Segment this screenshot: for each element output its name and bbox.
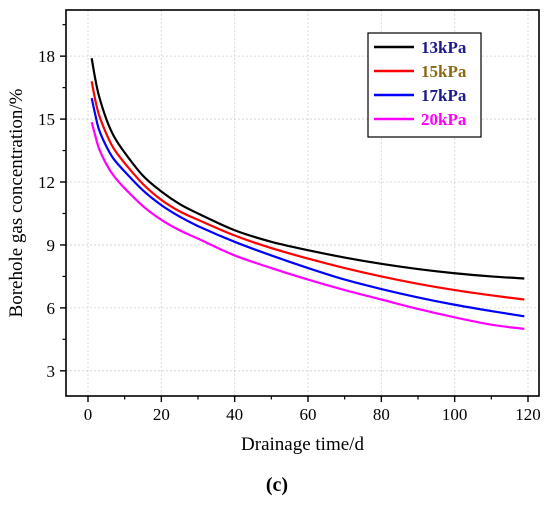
axis-ticks: 0 20 40 60 80 100 120 3 6 9 12 15 18 (38, 24, 541, 424)
y-axis-title: Borehole gas concentration/% (6, 88, 27, 317)
series-line-20kPa (90, 121, 525, 330)
x-tick-label: 20 (153, 405, 170, 424)
x-tick-label: 80 (373, 405, 390, 424)
x-tick-label: 40 (226, 405, 243, 424)
y-tick-label: 18 (38, 47, 55, 66)
series-lines (90, 58, 525, 330)
plot-area-frame (65, 9, 540, 397)
legend-label: 17kPa (421, 86, 467, 105)
series-line-15kPa (90, 81, 525, 301)
legend-label: 15kPa (421, 62, 467, 81)
y-tick-label: 12 (38, 173, 55, 192)
x-tick-label: 120 (515, 405, 541, 424)
x-tick-label: 60 (300, 405, 317, 424)
legend-label: 13kPa (421, 38, 467, 57)
series-line-13kPa (90, 58, 525, 280)
figure-caption: (c) (266, 474, 288, 496)
x-axis-title: Drainage time/d (241, 434, 364, 455)
x-tick-label: 0 (84, 405, 93, 424)
legend: 13kPa 15kPa 17kPa 20kPa (367, 32, 482, 138)
y-tick-label: 9 (47, 236, 56, 255)
y-tick-label: 3 (47, 362, 56, 381)
y-tick-label: 15 (38, 110, 55, 129)
legend-label: 20kPa (421, 110, 467, 129)
x-tick-label: 100 (442, 405, 468, 424)
series-line-17kPa (90, 97, 525, 318)
y-tick-label: 6 (47, 299, 56, 318)
